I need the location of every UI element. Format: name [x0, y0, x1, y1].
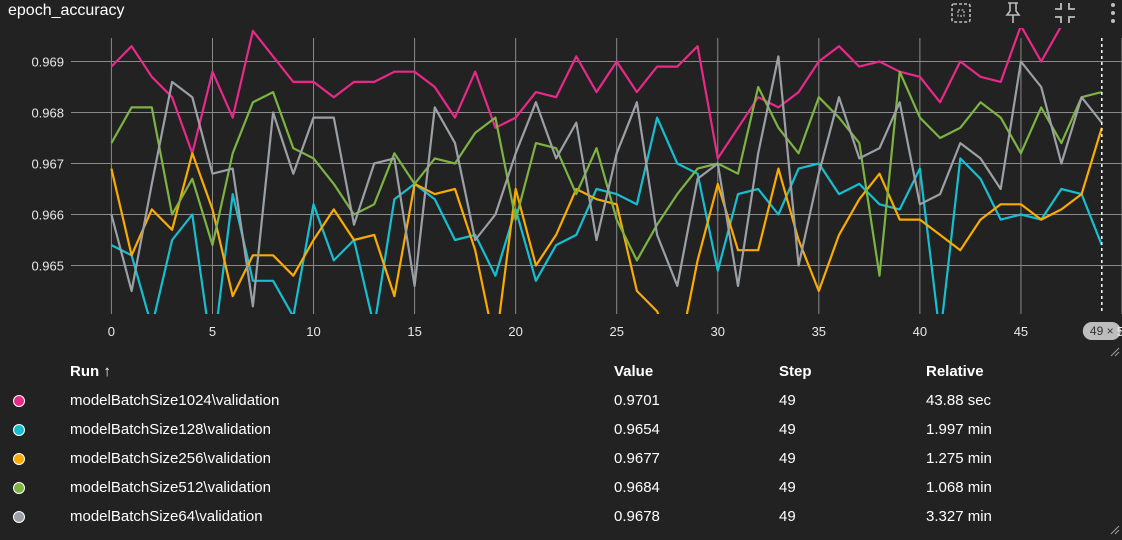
resize-handle-icon[interactable] — [1110, 522, 1120, 535]
x-tick-label: 50 — [1117, 324, 1122, 339]
run-name: modelBatchSize64\validation — [70, 508, 263, 525]
y-tick-label: 0.969 — [31, 55, 64, 70]
grid — [71, 38, 1122, 314]
table-row[interactable]: modelBatchSize512\validation 0.9684 49 1… — [0, 473, 1122, 502]
run-step: 49 — [779, 450, 796, 467]
fit-domain-icon[interactable] — [948, 0, 974, 26]
run-relative: 43.88 sec — [926, 392, 992, 409]
x-tick-label: 20 — [508, 324, 522, 339]
run-relative: 1.997 min — [926, 421, 992, 438]
run-color-dot — [13, 453, 25, 466]
y-axis-ticks: 0.965 0.966 0.967 0.968 0.969 — [31, 55, 64, 274]
x-tick-label: 5 — [209, 324, 216, 339]
series-line-4[interactable] — [110, 55, 1103, 308]
x-tick-label: 10 — [306, 324, 320, 339]
y-tick-label: 0.968 — [31, 106, 64, 121]
x-tick-label: 45 — [1014, 324, 1028, 339]
run-name: modelBatchSize1024\validation — [70, 392, 280, 409]
run-color-dot — [13, 395, 25, 408]
x-axis-ticks: 0 5 10 15 20 25 30 35 40 45 50 — [108, 324, 1122, 339]
run-color-dot — [13, 482, 25, 495]
run-name: modelBatchSize512\validation — [70, 479, 271, 496]
run-name: modelBatchSize128\validation — [70, 421, 271, 438]
run-relative: 1.275 min — [926, 450, 992, 467]
resize-handle-icon[interactable] — [1110, 344, 1120, 357]
y-tick-label: 0.967 — [31, 157, 64, 172]
run-color-dot — [13, 424, 25, 437]
chart-title: epoch_accuracy — [8, 2, 125, 19]
run-step: 49 — [779, 479, 796, 496]
cursor-badge-label: 49 × — [1090, 324, 1114, 338]
table-row[interactable]: modelBatchSize1024\validation 0.9701 49 … — [0, 386, 1122, 415]
table-row[interactable]: modelBatchSize64\validation 0.9678 49 3.… — [0, 502, 1122, 531]
x-tick-label: 35 — [812, 324, 826, 339]
step-header[interactable]: Step — [779, 362, 812, 380]
series-line-3[interactable] — [110, 70, 1103, 277]
pin-icon[interactable] — [1000, 0, 1026, 26]
y-tick-label: 0.966 — [31, 208, 64, 223]
run-color-dot — [13, 511, 25, 524]
run-value: 0.9678 — [614, 508, 660, 525]
run-relative: 1.068 min — [926, 479, 992, 496]
step-cursor: 49 × — [1082, 38, 1121, 340]
more-vert-icon[interactable] — [1100, 0, 1122, 26]
x-tick-label: 0 — [108, 324, 115, 339]
line-chart[interactable]: 49 × 0.965 0.966 0.967 0.968 0.969 0 5 10 15 20 2… — [0, 28, 1122, 350]
fullscreen-exit-icon[interactable] — [1052, 0, 1078, 26]
table-row[interactable]: modelBatchSize256\validation 0.9677 49 1… — [0, 444, 1122, 473]
run-step: 49 — [779, 421, 796, 438]
run-relative: 3.327 min — [926, 508, 992, 525]
series-group — [110, 28, 1103, 350]
run-value: 0.9677 — [614, 450, 660, 467]
table-row[interactable]: modelBatchSize128\validation 0.9654 49 1… — [0, 415, 1122, 444]
value-header[interactable]: Value — [614, 362, 654, 380]
run-header[interactable]: Run ↑ — [70, 362, 111, 380]
y-tick-label: 0.965 — [31, 259, 64, 274]
series-line-0[interactable] — [110, 28, 1101, 160]
series-line-1[interactable] — [110, 116, 1103, 350]
x-tick-label: 30 — [711, 324, 725, 339]
relative-header[interactable]: Relative — [926, 362, 984, 380]
x-tick-label: 15 — [407, 324, 421, 339]
run-value: 0.9701 — [614, 392, 660, 409]
cursor-badge[interactable] — [1082, 322, 1121, 340]
run-step: 49 — [779, 508, 796, 525]
x-tick-label: 25 — [609, 324, 623, 339]
series-line-2[interactable] — [110, 127, 1103, 350]
table-header: Run ↑ Value Step Relative — [0, 356, 1122, 386]
run-value: 0.9684 — [614, 479, 660, 496]
run-value: 0.9654 — [614, 421, 660, 438]
x-tick-label: 40 — [913, 324, 927, 339]
run-step: 49 — [779, 392, 796, 409]
runs-table: Run ↑ Value Step Relative modelBatchSize… — [0, 356, 1122, 531]
run-name: modelBatchSize256\validation — [70, 450, 271, 467]
